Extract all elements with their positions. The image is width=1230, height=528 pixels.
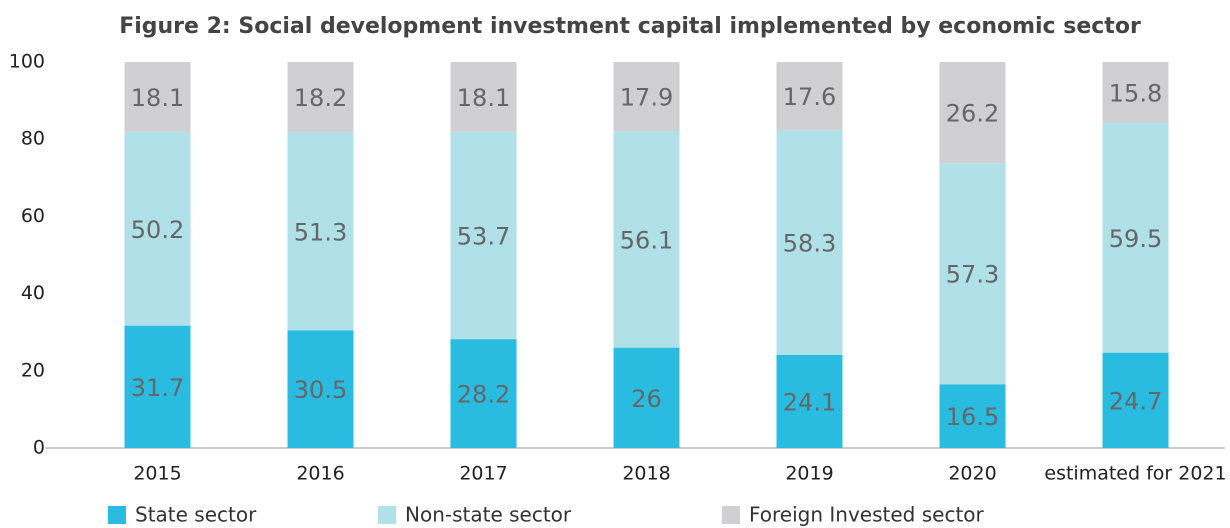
value-label: 50.2 (131, 216, 184, 244)
value-label: 18.1 (131, 84, 184, 112)
bar-segment (1102, 62, 1169, 123)
legend-swatch (722, 506, 740, 524)
x-tick-label: 2017 (459, 463, 507, 485)
value-label: 24.1 (783, 388, 836, 416)
value-label: 16.5 (946, 403, 999, 431)
legend-label: Foreign Invested sector (749, 503, 985, 527)
bar-segment (287, 330, 354, 448)
legend-label: State sector (135, 503, 257, 527)
bar-segment (124, 62, 191, 132)
bar-segment (613, 62, 680, 132)
y-tick-label: 0 (33, 437, 45, 459)
value-label: 59.5 (1109, 225, 1162, 253)
bar-segment (450, 339, 517, 448)
value-label: 24.7 (1109, 387, 1162, 415)
value-label: 28.2 (457, 381, 510, 409)
value-label: 58.3 (783, 229, 836, 257)
y-tick-label: 40 (21, 282, 45, 304)
bar-segment (939, 62, 1006, 164)
x-tick-label: estimated for 2021 (1044, 463, 1226, 485)
bar-segment (287, 62, 354, 133)
bar-segment (450, 62, 517, 132)
value-label: 31.7 (131, 374, 184, 402)
bar-segment (450, 131, 517, 340)
bar-segment (776, 354, 843, 448)
legend-swatch (378, 506, 396, 524)
x-tick-label: 2015 (133, 463, 181, 485)
value-label: 17.9 (620, 84, 673, 112)
bar-segment (1102, 352, 1169, 448)
value-label: 26.2 (946, 100, 999, 128)
bar-segment (287, 132, 354, 331)
chart-title: Figure 2: Social development investment … (119, 14, 1141, 39)
bar-segment (613, 347, 680, 448)
bar-segment (124, 131, 191, 326)
y-tick-label: 60 (21, 205, 45, 227)
y-tick-label: 80 (21, 128, 45, 150)
bar-segment (1102, 122, 1169, 353)
value-label: 26 (631, 385, 662, 413)
bar-segment (776, 129, 843, 355)
value-label: 18.1 (457, 84, 510, 112)
bar-segment (939, 163, 1006, 385)
y-tick-label: 20 (21, 359, 45, 381)
bar-segment (776, 62, 843, 130)
x-tick-label: 2020 (948, 463, 996, 485)
legend-swatch (108, 506, 126, 524)
bar-segment (939, 384, 1006, 448)
value-label: 56.1 (620, 226, 673, 254)
x-tick-label: 2018 (622, 463, 670, 485)
value-label: 18.2 (294, 84, 347, 112)
value-label: 30.5 (294, 376, 347, 404)
value-label: 51.3 (294, 218, 347, 246)
y-tick-label: 100 (9, 51, 45, 73)
x-tick-label: 2016 (296, 463, 344, 485)
legend-label: Non-state sector (405, 503, 572, 527)
value-label: 17.6 (783, 83, 836, 111)
value-label: 15.8 (1109, 79, 1162, 107)
value-label: 53.7 (457, 223, 510, 251)
value-label: 57.3 (946, 261, 999, 289)
bar-segment (124, 325, 191, 448)
bar-segment (613, 131, 680, 348)
x-tick-label: 2019 (785, 463, 833, 485)
